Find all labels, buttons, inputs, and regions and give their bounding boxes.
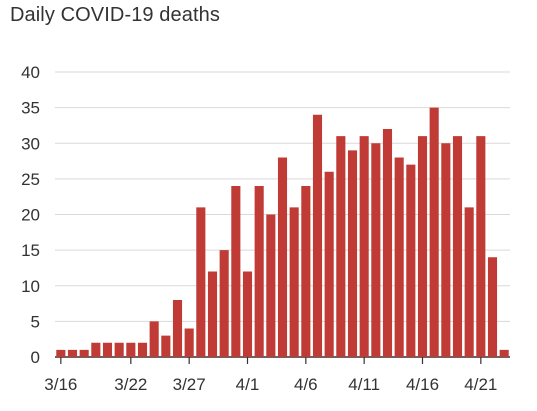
bar: [266, 214, 276, 357]
bar: [67, 349, 78, 357]
bar: [137, 342, 148, 357]
bar: [452, 136, 463, 357]
bar: [382, 129, 393, 357]
bar: [277, 157, 288, 357]
x-tick-label: 4/6: [294, 375, 318, 394]
x-tick-label: 4/1: [236, 375, 260, 394]
y-tick-label: 20: [21, 206, 40, 225]
bar: [417, 136, 428, 357]
x-axis-ticks: 3/16 3/22 3/27 4/1 4/6 4/11 4/16 4/21: [44, 357, 497, 394]
bar: [196, 207, 206, 357]
bar: [312, 114, 323, 357]
y-axis-ticks: 0 5 10 15 20 25 30 35 40: [21, 63, 40, 367]
y-tick-label: 35: [21, 99, 40, 118]
x-tick-label: 3/16: [44, 375, 77, 394]
bar: [324, 171, 334, 357]
bar: [347, 150, 358, 357]
bar: [79, 349, 89, 357]
bar: [441, 143, 451, 357]
bar: [464, 207, 474, 357]
x-tick-label: 4/21: [464, 375, 497, 394]
y-tick-label: 15: [21, 241, 40, 260]
x-tick-label: 4/16: [406, 375, 439, 394]
bar: [231, 186, 241, 357]
bar: [172, 300, 183, 357]
y-tick-label: 30: [21, 134, 40, 153]
y-tick-label: 5: [31, 312, 40, 331]
chart-title: Daily COVID-19 deaths: [10, 4, 220, 26]
bar: [254, 186, 264, 357]
bar: [289, 207, 299, 357]
bar: [406, 164, 416, 357]
bar: [56, 349, 66, 357]
bar: [126, 342, 136, 357]
bar: [91, 342, 101, 357]
bar: [476, 136, 486, 357]
bars: [56, 107, 509, 357]
bar: [242, 271, 253, 357]
bar: [114, 342, 124, 357]
bar: [219, 250, 229, 357]
x-tick-label: 3/27: [173, 375, 206, 394]
x-tick-label: 4/11: [348, 375, 380, 394]
bar: [102, 342, 113, 357]
bar: [207, 271, 218, 357]
x-tick-label: 3/22: [114, 375, 147, 394]
bar: [499, 349, 509, 357]
bar: [161, 335, 171, 357]
bar: [149, 321, 159, 357]
bar: [301, 186, 311, 357]
bar: [184, 328, 194, 357]
bar: [487, 257, 498, 357]
bar: [429, 107, 439, 357]
y-tick-label: 25: [21, 170, 40, 189]
y-tick-label: 0: [31, 348, 40, 367]
y-tick-label: 40: [21, 63, 40, 82]
bar: [359, 136, 369, 357]
bar: [394, 157, 404, 357]
y-tick-label: 10: [21, 277, 40, 296]
bar: [371, 143, 381, 357]
bar: [336, 136, 346, 357]
